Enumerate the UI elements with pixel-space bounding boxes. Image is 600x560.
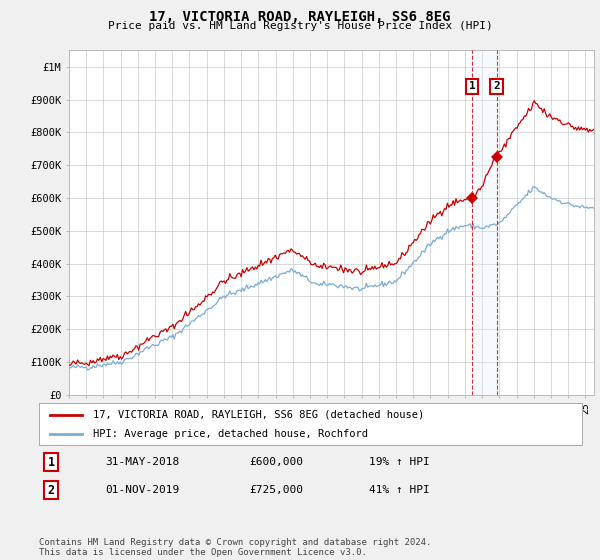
Text: 01-NOV-2019: 01-NOV-2019 (105, 485, 179, 495)
Text: 31-MAY-2018: 31-MAY-2018 (105, 457, 179, 467)
Text: £600,000: £600,000 (249, 457, 303, 467)
Text: 19% ↑ HPI: 19% ↑ HPI (369, 457, 430, 467)
Text: £725,000: £725,000 (249, 485, 303, 495)
Bar (472, 50, 497, 395)
Text: 2: 2 (47, 483, 55, 497)
Text: Price paid vs. HM Land Registry's House Price Index (HPI): Price paid vs. HM Land Registry's House … (107, 21, 493, 31)
Text: 1: 1 (469, 82, 476, 91)
Text: 1: 1 (47, 455, 55, 469)
Text: 17, VICTORIA ROAD, RAYLEIGH, SS6 8EG (detached house): 17, VICTORIA ROAD, RAYLEIGH, SS6 8EG (de… (94, 409, 425, 419)
Text: 41% ↑ HPI: 41% ↑ HPI (369, 485, 430, 495)
Text: 17, VICTORIA ROAD, RAYLEIGH, SS6 8EG: 17, VICTORIA ROAD, RAYLEIGH, SS6 8EG (149, 10, 451, 24)
Text: 2: 2 (493, 82, 500, 91)
Text: Contains HM Land Registry data © Crown copyright and database right 2024.
This d: Contains HM Land Registry data © Crown c… (39, 538, 431, 557)
Text: HPI: Average price, detached house, Rochford: HPI: Average price, detached house, Roch… (94, 429, 368, 439)
